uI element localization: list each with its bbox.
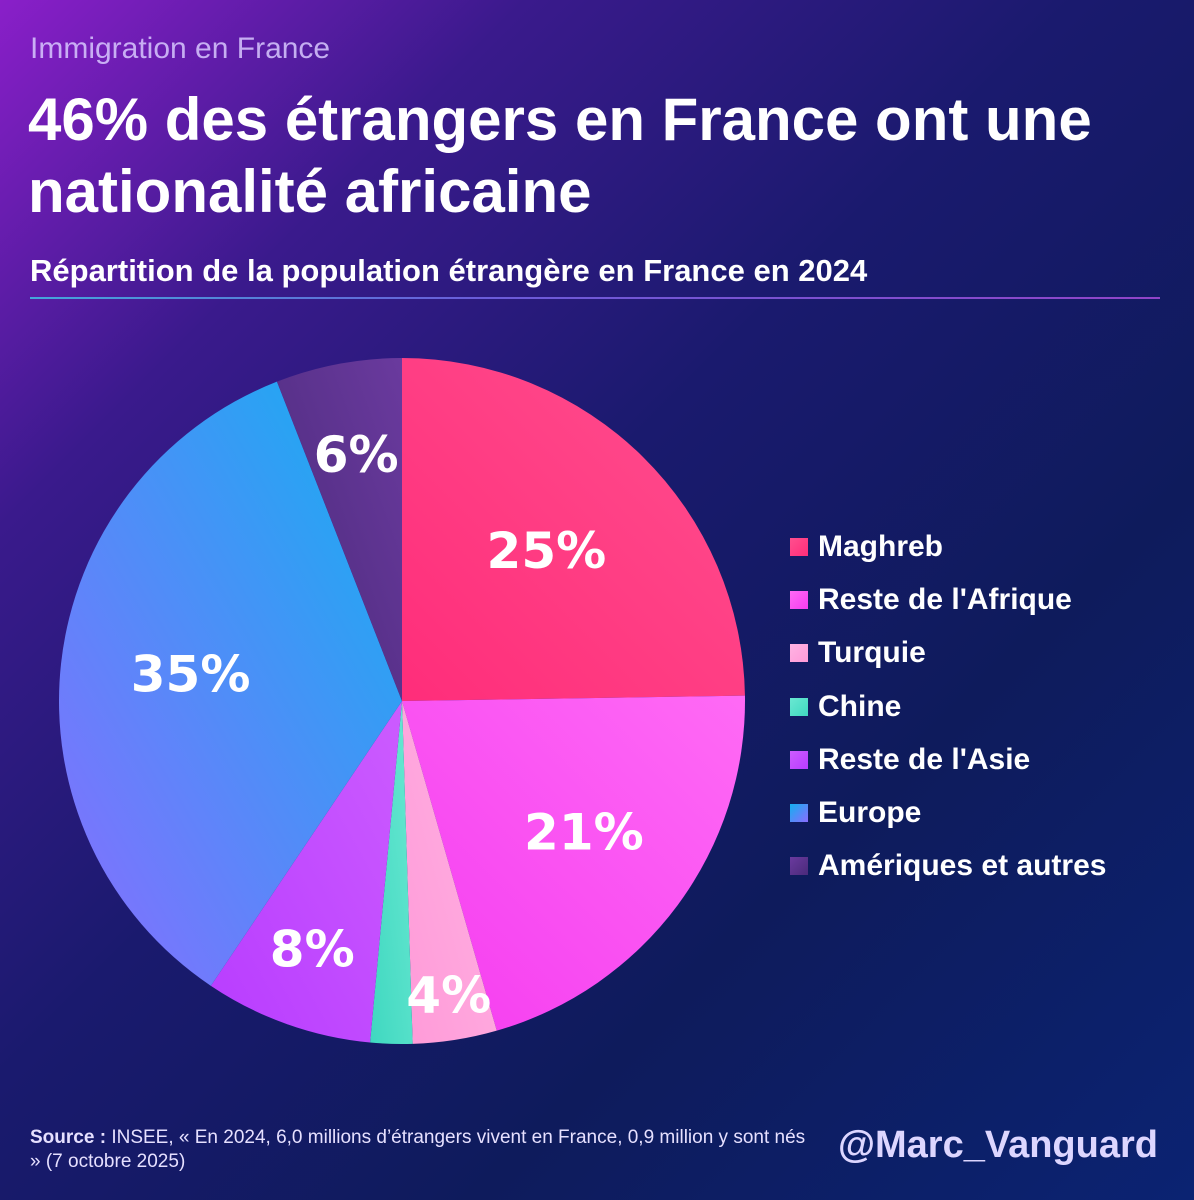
legend-item: Turquie: [790, 627, 1106, 680]
divider: [30, 297, 1160, 299]
kicker: Immigration en France: [30, 32, 331, 65]
legend-label: Maghreb: [818, 529, 944, 563]
legend-swatch: [790, 804, 808, 823]
legend-item: Amériques et autres: [790, 840, 1106, 893]
pie-slice-maghreb: [402, 358, 745, 701]
legend-swatch: [790, 590, 808, 609]
data-label-reste-de-l-asie: 8%: [270, 921, 355, 979]
pie-slice-chine: [370, 701, 413, 1044]
pie-slice-reste-de-l-asie: [210, 701, 402, 1043]
legend-label: Chine: [818, 689, 902, 723]
pie-chart: 25% 21% 4% 8% 35% 6%: [58, 358, 745, 1044]
pie-slice-reste-de-l-afrique: [402, 695, 745, 1031]
legend-item: Maghreb: [790, 520, 1106, 573]
source-label: Source :: [30, 1127, 107, 1148]
legend-swatch: [790, 537, 808, 556]
pie-slice-europe: [58, 381, 402, 986]
data-label-europe: 35%: [131, 645, 251, 703]
legend-item: Europe: [790, 786, 1106, 839]
legend: Maghreb Reste de l'Afrique Turquie Chine Res…: [790, 520, 1106, 893]
legend-label: Amériques et autres: [818, 849, 1107, 883]
legend-swatch: [790, 697, 808, 716]
legend-swatch: [790, 857, 808, 876]
legend-swatch: [790, 750, 808, 769]
legend-item: Reste de l'Afrique: [790, 573, 1106, 626]
legend-item: Chine: [790, 680, 1106, 733]
legend-item: Reste de l'Asie: [790, 733, 1106, 786]
page-title: 46% des étrangers en France ont une nati…: [28, 86, 1092, 225]
legend-swatch: [790, 644, 808, 663]
legend-label: Europe: [818, 796, 922, 830]
data-label-turquie: 4%: [406, 967, 491, 1025]
data-label-maghreb: 25%: [487, 522, 607, 580]
pie-slice-am-riques-et-autres: [276, 358, 402, 701]
legend-label: Reste de l'Asie: [818, 742, 1031, 776]
legend-label: Turquie: [818, 636, 926, 670]
source-text: INSEE, « En 2024, 6,0 millions d’étrange…: [30, 1127, 806, 1172]
data-label-am-riques-et-autres: 6%: [314, 426, 399, 484]
legend-label: Reste de l'Afrique: [818, 582, 1072, 616]
source-note: Source : INSEE, « En 2024, 6,0 millions …: [30, 1126, 820, 1174]
chart-subtitle: Répartition de la population étrangère e…: [30, 253, 868, 288]
author-handle: @Marc_Vanguard: [837, 1124, 1158, 1166]
pie-slice-turquie: [402, 701, 497, 1044]
data-label-reste-de-l-afrique: 21%: [524, 803, 644, 861]
